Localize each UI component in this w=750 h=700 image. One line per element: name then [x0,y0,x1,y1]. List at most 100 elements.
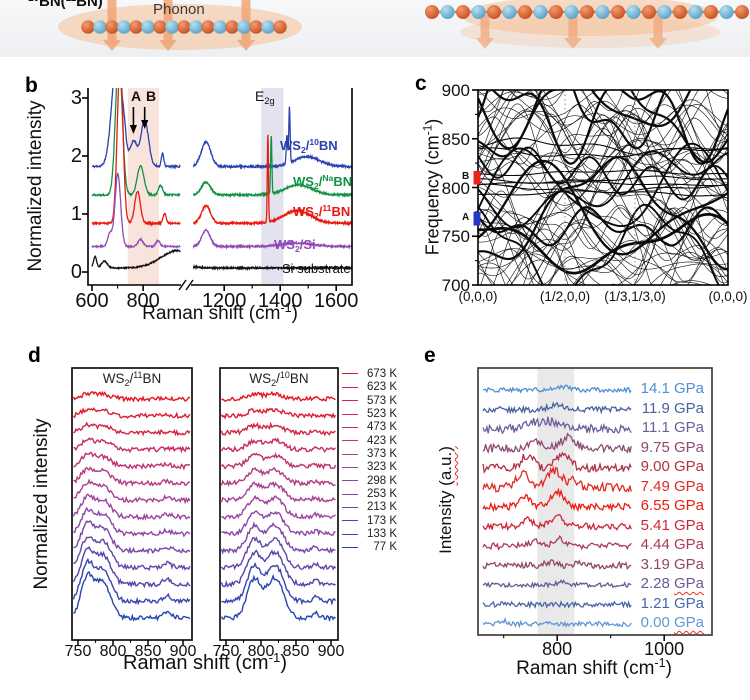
pressure-trace-0.00-GPa [482,616,632,629]
temperature-trace-133-K [73,557,191,606]
temperature-trace-373-K [221,480,336,504]
temperature-trace-323-K [73,493,191,521]
pressure-trace-9.75-GPa [482,432,632,454]
series-ws-2-10-bn [92,88,181,170]
temperature-trace-253-K [221,521,336,555]
legend-item-623-K: 623 K [342,381,397,394]
temperature-trace-573-K [221,421,336,437]
legend-label: 213 K [366,501,397,514]
legend-label: 673 K [366,368,397,380]
pressure-trace-6.55-GPa [482,487,632,513]
temperature-trace-77-K [221,573,336,622]
series-ws-2-11-bn [192,134,352,227]
temperature-trace-173-K [73,546,191,589]
legend-item-253-K: 253 K [342,488,397,501]
temperature-trace-298-K [73,506,191,538]
temperature-trace-213-K [73,536,191,571]
temperature-trace-77-K [73,570,191,622]
legend-swatch [342,480,358,482]
legend-item-373-K: 373 K [342,448,397,461]
temperature-trace-173-K [221,549,336,588]
pressure-trace-9.00-GPa [482,451,632,475]
pressure-trace-4.44-GPa [482,534,632,551]
panel-d-plot [71,367,339,645]
legend-item-523-K: 523 K [342,408,397,421]
mode-marker-B [473,170,481,185]
mode-marker-A [473,211,481,226]
legend-swatch [342,546,358,548]
legend-item-423-K: 423 K [342,435,397,448]
legend-swatch [342,506,358,508]
legend-swatch [342,440,358,442]
legend-item-323-K: 323 K [342,461,397,474]
pressure-trace-11.1-GPa [482,416,632,435]
panel-d-curves-1 [221,390,337,622]
series-ws-2-si [192,227,352,250]
panel-c-y-axis-label: Frequency (cm-1) [420,118,443,256]
temperature-trace-473-K [73,451,191,471]
temperature-trace-523-K [221,437,336,453]
panel-c-label: c [415,72,427,95]
pressure-trace-14.1-GPa [483,384,632,394]
temperature-trace-213-K [221,536,337,571]
panel-b-y-axis-label: Normalized intensity [25,100,46,272]
legend-label: 133 K [366,528,397,541]
panel-e-x-axis-label: Raman shift (cm-1) [516,656,672,679]
pressure-trace-11.9-GPa [482,401,632,415]
legend-swatch [342,373,358,375]
temperature-trace-523-K [73,437,191,454]
legend-swatch [342,493,358,495]
legend-swatch [342,386,358,388]
panel-e-y-axis-label: Intensity (a.u.) [436,446,455,554]
panel-b-curves [91,88,352,271]
legend-item-673-K: 673 K [342,368,397,381]
series-ws-2-si [91,171,181,250]
pressure-trace-7.49-GPa [482,465,632,493]
legend-label: 253 K [366,488,397,501]
panel-e-label: e [424,344,436,367]
temperature-trace-298-K [221,510,336,537]
phonon-label: Phonon [153,1,205,18]
legend-swatch [342,453,358,455]
legend-item-298-K: 298 K [342,475,397,488]
pressure-trace-2.28-GPa [482,579,632,589]
temperature-trace-473-K [221,452,337,470]
legend-item-573-K: 573 K [342,395,397,408]
temperature-trace-323-K [221,494,336,520]
series-ws-2-11-bn [91,88,181,227]
legend-label: 573 K [366,394,397,407]
legend-swatch [342,400,358,402]
temperature-trace-133-K [221,561,337,606]
temperature-trace-423-K [221,466,336,487]
temperature-trace-253-K [73,520,191,555]
panel-b-x-axis-label: Raman shift (cm-1) [142,301,298,324]
schematic-graphics [58,0,749,51]
pressure-trace-3.19-GPa [482,559,632,570]
legend-item-173-K: 173 K [342,515,397,528]
legend-item-133-K: 133 K [342,528,397,541]
panel-c-plot [472,89,729,286]
legend-label: 298 K [366,474,397,487]
legend-label: 473 K [366,421,397,434]
temperature-trace-373-K [73,478,191,505]
series-si-substrate [192,263,352,271]
pressure-trace-1.21-GPa [482,600,632,610]
legend-item-473-K: 473 K [342,421,397,434]
legend-label: 423 K [366,434,397,447]
legend-item-213-K: 213 K [342,501,397,514]
legend-item-77-K: 77 K [342,541,397,554]
legend-label: 323 K [366,461,397,474]
isotope-material-label: 10BN(11BN) [28,0,103,10]
series-si-substrate [91,248,181,271]
panel-d-label: d [28,344,41,367]
temperature-trace-573-K [73,421,191,437]
panel-d-curves-0 [73,390,191,622]
legend-label: 173 K [366,514,397,527]
legend-swatch [342,520,358,522]
legend-label: 623 K [366,381,397,394]
temperature-trace-673-K [221,390,336,402]
temperature-trace-423-K [73,466,191,487]
legend-label: 523 K [366,408,397,421]
